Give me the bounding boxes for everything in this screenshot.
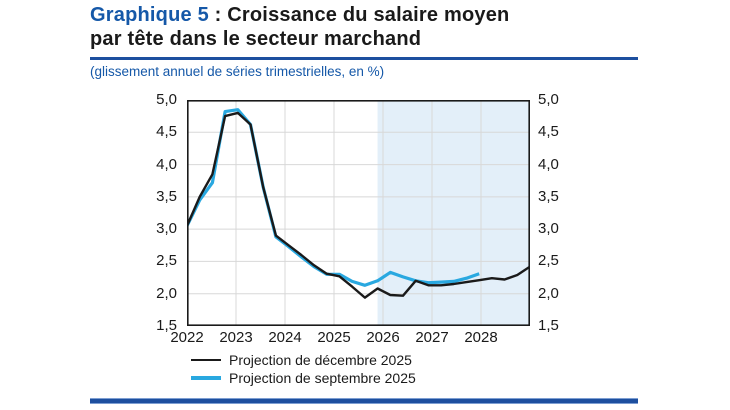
chart-subtitle: (glissement annuel de séries trimestriel… (90, 64, 385, 79)
y-axis-label-left: 2,0 (156, 284, 177, 302)
legend-swatch-septembre-2025 (191, 376, 221, 380)
legend-item-septembre-2025: Projection de septembre 2025 (191, 369, 416, 387)
x-axis-label: 2023 (219, 329, 253, 346)
projection-shaded-region (377, 100, 530, 326)
legend-label-septembre-2025: Projection de septembre 2025 (229, 370, 416, 386)
y-axis-label-left: 4,0 (156, 155, 177, 173)
x-axis-label: 2027 (415, 329, 449, 346)
chart-title-line2: par tête dans le secteur marchand (90, 28, 422, 50)
y-axis-label-right: 4,5 (538, 123, 559, 141)
bottom-rule (90, 398, 638, 404)
y-axis-label-left: 2,5 (156, 252, 177, 270)
legend-swatch-decembre-2025 (191, 358, 221, 362)
chart-title-accent: Graphique 5 (90, 4, 209, 26)
y-axis-label-right: 1,5 (538, 317, 559, 334)
plot-border (187, 100, 530, 326)
y-axis-label-right: 2,0 (538, 284, 559, 302)
series-line-decembre-2025 (187, 111, 530, 299)
y-axis-label-right: 3,5 (538, 187, 559, 205)
chart-title-line1: Graphique 5 : Croissance du salaire moye… (90, 3, 650, 27)
y-axis-label-left: 3,5 (156, 187, 177, 205)
y-axis-label-left: 5,0 (156, 91, 177, 108)
x-axis-label: 2024 (268, 329, 302, 346)
y-axis-label-right: 4,0 (538, 155, 559, 173)
chart-title: Graphique 5 : Croissance du salaire moye… (90, 3, 650, 51)
chart-title-line1-rest: : Croissance du salaire moyen (208, 4, 510, 26)
y-axis-label-left: 4,5 (156, 123, 177, 141)
y-axis-label-right: 3,0 (538, 220, 559, 238)
y-axis-label-left: 1,5 (156, 317, 177, 334)
y-axis-label-left: 3,0 (156, 220, 177, 238)
gridlines (187, 100, 530, 326)
legend: Projection de décembre 2025 Projection de… (191, 351, 416, 387)
x-axis-label: 2022 (170, 329, 204, 346)
legend-item-decembre-2025: Projection de décembre 2025 (191, 351, 416, 369)
x-axis-label: 2028 (464, 329, 498, 346)
legend-label-decembre-2025: Projection de décembre 2025 (229, 352, 412, 368)
chart-plot (187, 100, 530, 326)
y-axis-label-right: 5,0 (538, 91, 559, 108)
title-separator (90, 57, 638, 60)
x-axis-label: 2026 (366, 329, 400, 346)
y-axis-label-right: 2,5 (538, 252, 559, 270)
x-axis-label: 2025 (317, 329, 351, 346)
